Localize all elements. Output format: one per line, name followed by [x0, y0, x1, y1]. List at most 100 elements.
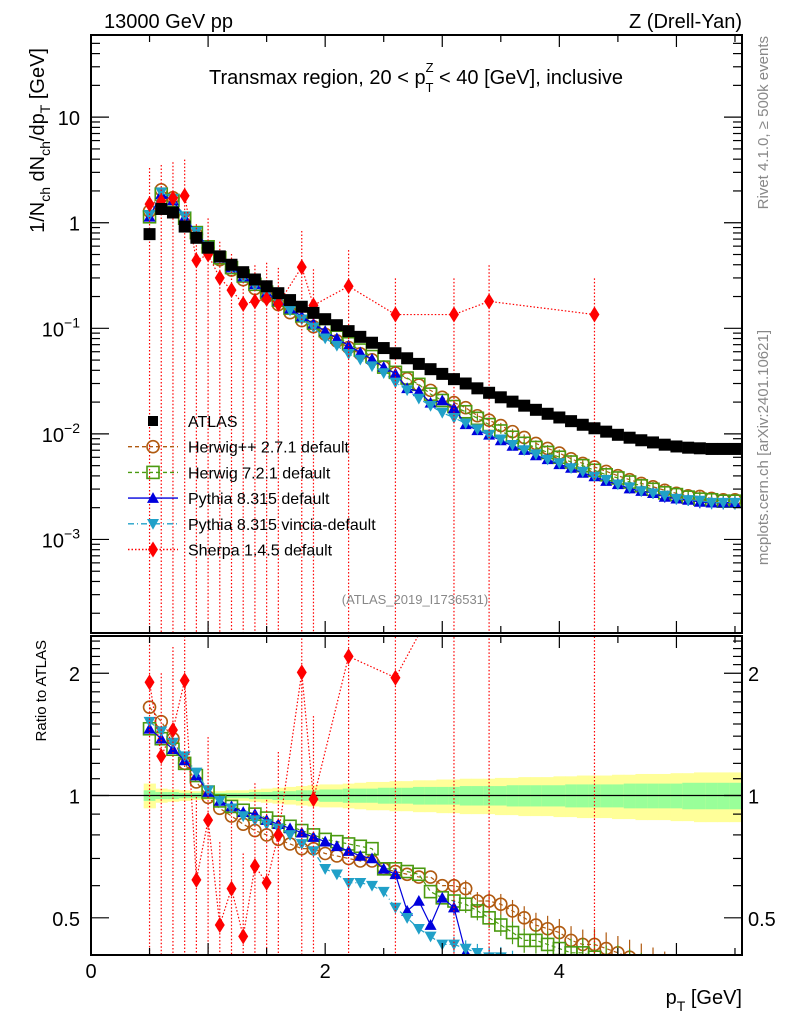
ratio-point — [458, 881, 473, 896]
legend-label: Pythia 8.315 vincia-default — [188, 517, 376, 534]
legend-marker-icon — [147, 492, 159, 503]
ratio-y-tick-label-left: 1 — [69, 787, 80, 809]
legend-marker-icon — [147, 519, 159, 530]
data-point — [611, 479, 624, 491]
ratio-point — [307, 846, 320, 858]
ratio-point — [190, 767, 203, 779]
data-point — [226, 282, 237, 299]
data-point — [401, 385, 414, 397]
data-point — [377, 342, 390, 355]
data-point — [459, 377, 472, 390]
ratio-point — [518, 960, 530, 971]
ratio-point — [647, 986, 659, 997]
data-point — [483, 386, 496, 399]
ratio-point — [390, 669, 401, 686]
ratio-series-pythia-8-315-vincia-default — [143, 716, 659, 997]
ratio-point — [542, 965, 554, 976]
ratio-point — [600, 980, 612, 991]
legend-label: Sherpa 1.4.5 default — [188, 543, 333, 560]
ratio-point — [505, 925, 520, 940]
data-point — [471, 382, 484, 395]
legend-entry: Pythia 8.315 default — [128, 491, 330, 508]
ratio-point — [214, 917, 225, 934]
data-point — [670, 440, 683, 453]
data-point — [682, 441, 695, 454]
data-point — [494, 391, 507, 404]
data-point — [238, 295, 249, 312]
data-point — [553, 458, 566, 470]
x-tick-label: 2 — [320, 961, 331, 983]
axes: 0 2 4 10 1 10−1 10−2 10−3 0.5 0.5 1 1 2 2 — [42, 34, 776, 983]
data-point — [366, 361, 379, 373]
data-point — [436, 394, 449, 406]
data-point — [436, 407, 449, 419]
ratio-point — [249, 858, 260, 875]
ratio-point — [670, 975, 682, 987]
ratio-point — [155, 726, 168, 738]
data-point — [412, 357, 425, 370]
ratio-point — [517, 911, 532, 925]
legend-marker-icon — [146, 439, 160, 454]
data-point — [143, 228, 156, 241]
ratio-point — [330, 840, 343, 852]
ratio-point — [343, 648, 354, 665]
data-point — [155, 202, 168, 215]
ratio-point — [600, 976, 612, 987]
ratio-series-pythia-8-315-default — [143, 722, 612, 991]
series-herwig-7-2-1-default — [142, 187, 742, 509]
ratio-point — [203, 812, 214, 829]
legend-label: Herwig++ 2.7.1 default — [188, 440, 350, 457]
ratio-point — [167, 721, 178, 738]
ratio-point — [518, 961, 530, 972]
legend-marker-icon — [148, 416, 158, 426]
data-point — [284, 305, 297, 317]
ratio-point — [424, 919, 437, 930]
rivet-label: Rivet 4.1.0, ≥ 500k events — [755, 36, 772, 209]
data-point — [541, 407, 554, 420]
data-point — [589, 306, 600, 323]
ratio-point — [670, 970, 682, 982]
data-point — [166, 206, 179, 219]
data-point — [658, 490, 671, 502]
data-point — [447, 402, 460, 414]
ratio-point — [624, 960, 636, 972]
ratio-series-sherpa-1-4-5-default — [144, 636, 596, 955]
ratio-point — [156, 748, 167, 765]
ratio-point — [507, 957, 519, 968]
ratio-point — [377, 862, 390, 874]
ratio-point — [178, 751, 191, 763]
ratio-point — [342, 877, 355, 889]
data-point — [506, 440, 519, 451]
data-point — [459, 418, 472, 430]
data-point — [366, 353, 379, 364]
legend-entry: Herwig 7.2.1 default — [128, 465, 331, 482]
ratio-point — [366, 880, 379, 892]
data-point — [273, 295, 284, 312]
data-point — [319, 325, 332, 336]
ratio-point — [261, 874, 272, 891]
data-point — [670, 493, 683, 505]
data-point — [248, 273, 261, 286]
ratio-point — [530, 961, 542, 972]
data-point — [295, 300, 308, 313]
ratio-point — [155, 732, 168, 744]
data-point — [728, 497, 741, 509]
ratio-point — [577, 975, 589, 986]
data-point — [377, 368, 390, 380]
ratio-y-tick-label-right: 2 — [748, 664, 759, 686]
header-left: 13000 GeV pp — [104, 11, 233, 33]
ratio-point — [505, 904, 520, 918]
legend-marker-icon — [146, 465, 160, 480]
ratio-point — [577, 971, 589, 982]
ratio-point — [412, 867, 426, 882]
legend-entry: Sherpa 1.4.5 default — [128, 541, 333, 560]
data-point — [354, 354, 367, 366]
data-point — [191, 252, 202, 269]
data-point — [483, 430, 496, 441]
ratio-point — [682, 975, 694, 987]
data-point — [565, 463, 578, 474]
y-tick-label: 10 — [58, 108, 80, 130]
legend-label: ATLAS — [188, 414, 238, 431]
legend-label: Pythia 8.315 default — [188, 491, 330, 508]
